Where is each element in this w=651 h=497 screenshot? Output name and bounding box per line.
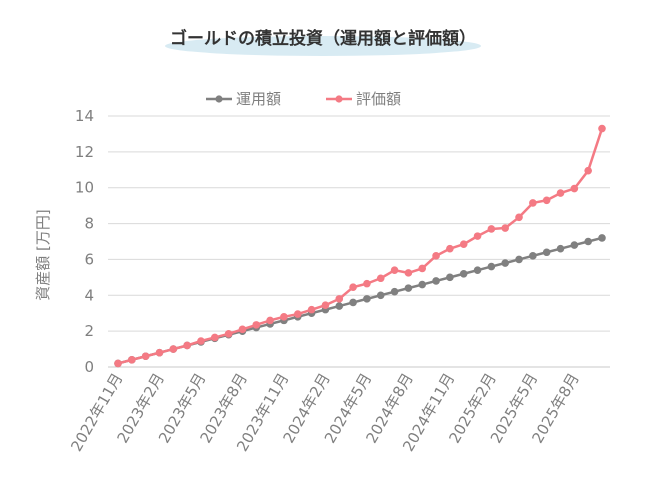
data-point xyxy=(155,348,164,357)
data-point xyxy=(501,224,510,232)
data-point xyxy=(197,337,205,345)
data-point xyxy=(390,287,399,296)
y-tick-label: 12 xyxy=(75,143,94,161)
chart-title: ゴールドの積立投資（運用額と評価額） xyxy=(170,28,476,49)
data-point xyxy=(238,325,247,334)
data-point xyxy=(432,252,440,260)
data-point xyxy=(598,124,606,133)
data-point xyxy=(363,295,371,303)
data-point xyxy=(542,248,551,257)
legend-marker xyxy=(215,95,223,103)
data-point xyxy=(446,273,454,282)
data-point xyxy=(473,266,482,274)
series-layer xyxy=(114,124,606,368)
y-tick-label: 6 xyxy=(84,250,94,268)
chart-title-group: ゴールドの積立投資（運用額と評価額） xyxy=(165,28,481,56)
data-point xyxy=(542,196,551,205)
data-point xyxy=(335,295,344,303)
data-point xyxy=(459,240,468,248)
data-point xyxy=(473,232,482,240)
data-point xyxy=(404,269,413,277)
data-point xyxy=(321,301,330,309)
y-tick-label: 14 xyxy=(75,107,94,125)
data-point xyxy=(141,352,150,361)
data-point xyxy=(487,225,496,233)
data-point xyxy=(252,321,261,329)
data-point xyxy=(432,277,440,285)
data-point xyxy=(515,213,523,222)
data-point xyxy=(570,241,579,249)
data-point xyxy=(307,305,316,314)
data-point xyxy=(418,264,427,273)
data-point xyxy=(556,189,565,197)
data-point xyxy=(529,199,537,207)
legend-label: 評価額 xyxy=(356,90,401,108)
data-point xyxy=(446,244,454,253)
data-point xyxy=(376,274,385,283)
y-tick-label: 10 xyxy=(75,179,94,197)
title-highlight-shape xyxy=(165,36,481,56)
data-point xyxy=(570,184,579,193)
legend-item: 評価額 xyxy=(326,90,401,108)
y-tick-label: 4 xyxy=(84,286,94,304)
legend-label: 運用額 xyxy=(236,90,281,108)
data-point xyxy=(169,345,178,353)
y-tick-label: 8 xyxy=(84,215,94,233)
gridlines xyxy=(108,115,610,368)
data-point xyxy=(598,234,606,242)
data-point xyxy=(183,341,191,350)
y-axis: 0 2 4 6 8 10 12 14 xyxy=(75,107,94,376)
data-point xyxy=(390,266,399,274)
data-point xyxy=(515,255,523,264)
data-point xyxy=(487,262,496,271)
data-point xyxy=(556,244,565,253)
data-point xyxy=(363,279,371,288)
data-point xyxy=(293,310,302,318)
x-tick-label: 2022年11月 xyxy=(67,370,126,455)
data-point xyxy=(211,333,219,342)
data-point xyxy=(459,269,468,278)
data-point xyxy=(584,166,592,175)
data-point xyxy=(404,284,413,292)
data-point xyxy=(335,302,344,310)
legend-marker xyxy=(335,95,343,103)
y-tick-label: 0 xyxy=(84,358,94,376)
data-point xyxy=(501,259,510,267)
data-point xyxy=(349,283,357,292)
data-point xyxy=(224,330,233,338)
data-point xyxy=(114,359,122,368)
data-point xyxy=(349,298,357,307)
x-axis: 2022年11月2023年2月2023年5月2023年8月2023年11月202… xyxy=(67,370,583,455)
y-tick-label: 2 xyxy=(84,322,94,340)
data-point xyxy=(529,252,537,260)
data-point xyxy=(584,237,592,246)
data-point xyxy=(266,316,274,325)
chart-legend: 運用額 評価額 xyxy=(206,90,401,108)
data-point xyxy=(128,356,136,364)
series-line xyxy=(117,128,604,365)
data-point xyxy=(280,313,288,321)
data-point xyxy=(376,291,385,300)
legend-item: 運用額 xyxy=(206,90,281,108)
y-axis-label: 資産額 [万円] xyxy=(34,209,52,300)
data-point xyxy=(418,280,427,289)
